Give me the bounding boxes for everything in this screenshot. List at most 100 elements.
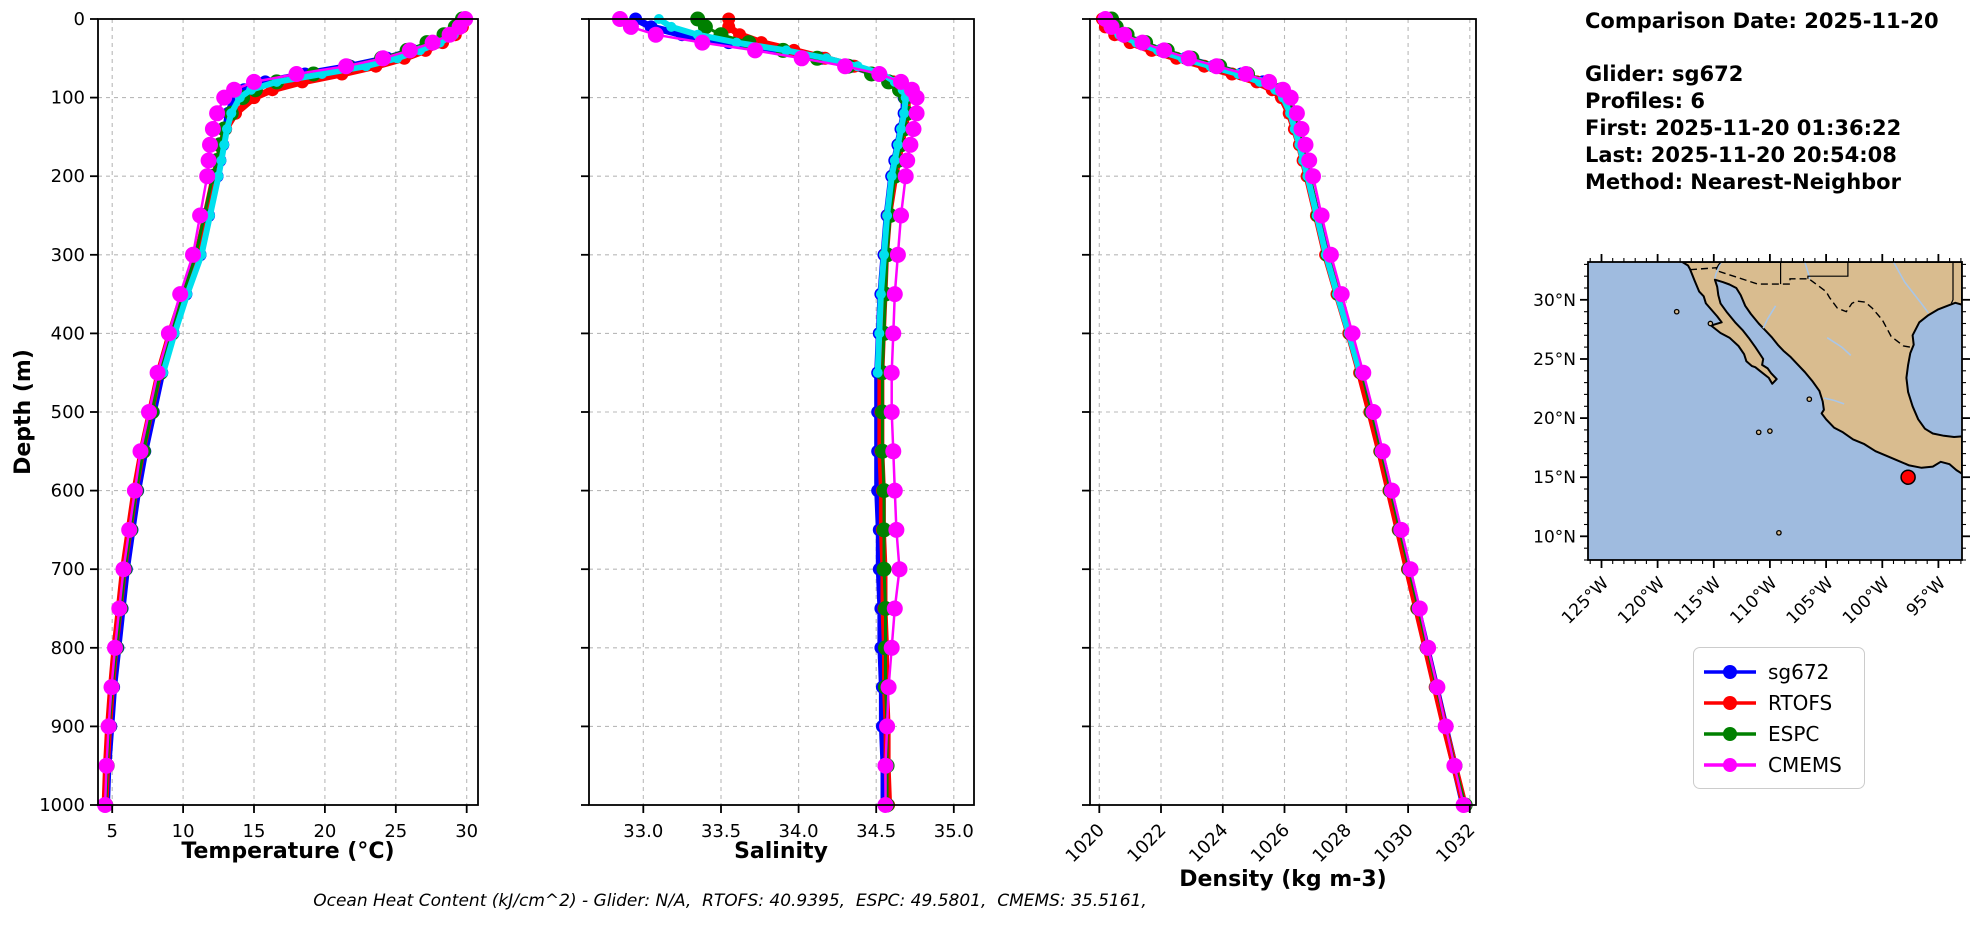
CMEMS-marker [1134,34,1151,51]
legend-label: CMEMS [1768,752,1842,777]
ESPC-marker [874,443,890,459]
profiles-text: Profiles: 6 [1585,89,1706,113]
river [1714,262,1722,279]
unlabeled-cyan-marker [874,328,885,339]
y-tick-label: 500 [51,402,85,423]
river [1804,262,1811,280]
CMEMS-marker [200,152,217,169]
CMEMS-marker [1116,26,1132,43]
CMEMS-marker [694,34,711,51]
density-panel: 1020 1022 1024 1026 1028 1030 1032 [1062,11,1479,867]
x-tick-label: 34.0 [779,821,819,842]
CMEMS-marker [204,121,221,137]
legend-entry-sg672: sg672 [1702,656,1854,687]
y-tick-label: 100 [51,88,85,109]
river [1823,397,1845,405]
map-lat-label: 15°N [1533,468,1576,488]
CMEMS-marker [100,718,117,735]
x-tick-label: 1028 [1309,820,1356,867]
y-tick-label: 800 [51,638,85,659]
legend-line-sample [1704,726,1756,741]
CMEMS-marker [1344,325,1361,342]
CMEMS-marker [891,561,908,578]
x-tick-label: 5 [106,821,117,842]
CMEMS-marker [883,639,900,656]
legend-entry-ESPC: ESPC [1702,718,1854,749]
unlabeled-cyan-marker [781,45,792,56]
y-tick-label: 600 [51,481,85,502]
legend-entry-CMEMS: CMEMS [1702,749,1854,780]
CMEMS-marker [1297,136,1314,153]
x-tick-label: 10 [172,821,195,842]
unlabeled-cyan-marker [666,21,677,32]
CMEMS-marker [216,89,233,106]
ESPC-marker [876,522,892,538]
legend-marker [1723,726,1737,741]
info-panel: Comparison Date: 2025-11-20 Glider: sg67… [1585,8,1975,196]
island [1767,428,1773,434]
legend-marker [1723,695,1737,710]
CMEMS-marker [132,443,149,460]
unlabeled-cyan-marker [886,171,897,182]
CMEMS-marker [1103,18,1120,35]
CMEMS-marker [375,50,391,67]
CMEMS-marker [98,757,115,774]
map-lon-label: 125°W [1558,573,1613,628]
unlabeled-cyan-marker [213,171,224,182]
state-border [1950,262,1954,304]
unlabeled-cyan-series-line [1100,16,1363,376]
CMEMS-marker [885,325,902,342]
unlabeled-cyan-marker [222,124,232,134]
CMEMS-marker [103,679,120,696]
CMEMS-marker [647,26,664,43]
method-text: Method: Nearest-Neighbor [1585,170,1901,194]
y-tick-label: 0 [74,9,85,30]
y-tick-label: 1000 [39,795,85,816]
legend-line-sample [1704,664,1756,679]
legend: sg672 RTOFS ESPC CMEMS [1693,647,1865,789]
unlabeled-cyan-marker [892,139,903,150]
CMEMS-marker [160,325,177,342]
island [1673,308,1680,315]
salinity-axis-label: Salinity [734,839,828,864]
depth-axis-label: Depth (m) [11,349,36,475]
CMEMS-marker [886,286,903,303]
map-lat-label: 25°N [1533,350,1576,370]
island [1707,320,1714,327]
CMEMS-marker [1301,152,1318,169]
river [1762,305,1777,329]
CMEMS-marker [902,136,919,153]
map-lon-label: 110°W [1726,573,1781,628]
CMEMS-marker [1393,521,1410,538]
last-profile-text: Last: 2025-11-20 20:54:08 [1585,143,1897,167]
unlabeled-cyan-marker [879,249,889,260]
unlabeled-cyan-marker [872,367,883,378]
unlabeled-cyan-marker [216,155,227,166]
CMEMS-marker [1374,443,1391,460]
unlabeled-cyan-marker [731,37,742,48]
unlabeled-cyan-marker [889,155,900,166]
CMEMS-marker [885,443,902,460]
CMEMS-marker [1429,679,1446,696]
map-lon-label: 105°W [1783,573,1838,628]
state-border [1807,262,1849,279]
legend-label: sg672 [1768,659,1830,684]
CMEMS-marker [288,66,305,82]
unlabeled-cyan-marker [219,139,230,150]
CMEMS-marker [1411,600,1428,617]
CMEMS-marker [1208,58,1225,75]
CMEMS-marker [886,600,903,617]
CMEMS-marker [338,58,355,75]
map-lat-label: 30°N [1533,291,1576,311]
CMEMS-marker [1333,286,1350,303]
CMEMS-marker [111,600,128,617]
legend-line-sample [1704,757,1756,772]
CMEMS-marker [202,136,218,153]
x-tick-label: 15 [243,821,266,842]
CMEMS-marker [893,207,909,224]
CMEMS-marker [1322,246,1339,263]
legend-marker [1723,757,1737,772]
ESPC-marker [697,19,713,35]
ESPC-marker [876,561,892,577]
